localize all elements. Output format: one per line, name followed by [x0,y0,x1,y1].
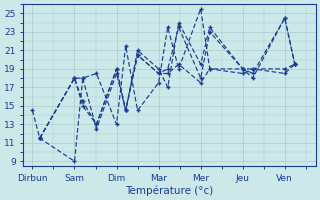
X-axis label: Température (°c): Température (°c) [125,185,214,196]
